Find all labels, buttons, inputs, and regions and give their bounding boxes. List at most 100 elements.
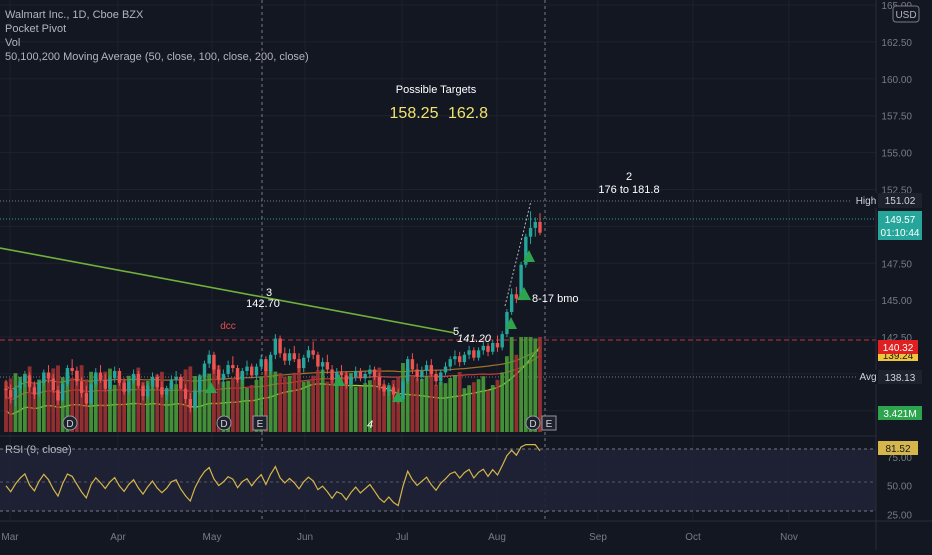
volume-bar	[320, 369, 325, 432]
volume-bar	[438, 381, 443, 432]
earnings-marker[interactable]: E	[252, 415, 268, 431]
volume-bar	[297, 365, 301, 432]
price-tick-label: 155.00	[881, 149, 912, 160]
candle-body	[472, 350, 476, 358]
indicator-pocket-pivot[interactable]: Pocket Pivot	[5, 23, 67, 35]
candle-body	[231, 365, 235, 369]
avg-label-box	[858, 370, 878, 384]
candle-body	[353, 370, 358, 377]
candle-body	[434, 373, 438, 382]
candle-body	[98, 372, 103, 380]
volume-bar	[405, 368, 410, 432]
price-tick-label: 160.00	[881, 75, 912, 86]
wave-4-label[interactable]: 4	[367, 419, 373, 431]
volume-bar	[278, 373, 282, 432]
avg-label: Avg	[859, 372, 876, 383]
dividend-marker[interactable]: D	[62, 415, 78, 431]
volume-bar	[240, 371, 245, 432]
wave-2-label[interactable]: 2	[626, 171, 632, 183]
candle-body	[240, 370, 244, 380]
candle-body	[278, 338, 282, 354]
candle-body	[70, 368, 74, 371]
volume-bar	[486, 390, 490, 432]
candle-body	[212, 354, 216, 370]
volume-bar	[174, 384, 179, 432]
wave-2-range[interactable]: 176 to 181.8	[598, 184, 659, 196]
wave-3-price[interactable]: 142.70	[246, 298, 280, 310]
target-2[interactable]: 162.8	[448, 105, 488, 122]
volume-bar	[523, 337, 528, 432]
pivot-arrow	[392, 391, 404, 402]
candle-body	[524, 236, 528, 265]
event-marker-label: E	[546, 419, 553, 430]
candle-body	[349, 376, 353, 385]
candle-body	[467, 350, 471, 355]
volume-bar	[490, 385, 495, 432]
volume-bar	[443, 383, 448, 432]
volume-bar	[8, 378, 13, 432]
trendline[interactable]	[0, 247, 456, 334]
targets-title[interactable]: Possible Targets	[396, 84, 477, 96]
currency-label[interactable]: USD	[895, 10, 916, 21]
candle-body	[136, 373, 141, 386]
volume-bar	[254, 379, 259, 432]
earnings-marker[interactable]: E	[541, 415, 557, 431]
volume-bar	[212, 364, 216, 432]
dcc-label[interactable]: dcc	[220, 321, 236, 332]
volume-bar	[292, 372, 297, 432]
indicator-volume[interactable]: Vol	[5, 37, 21, 49]
time-tick-label: Nov	[780, 532, 798, 543]
volume-bar	[349, 373, 353, 432]
volume-bar	[344, 371, 349, 432]
volume-bar	[4, 381, 8, 432]
time-tick-label: Jun	[297, 532, 313, 543]
candle-body	[108, 378, 112, 389]
volume-bar	[367, 380, 372, 432]
dividend-marker[interactable]: D	[525, 415, 541, 431]
dividend-marker[interactable]: D	[216, 415, 232, 431]
candle-body	[316, 354, 320, 367]
event-marker-label: E	[257, 419, 264, 430]
volume-bar	[216, 365, 221, 432]
candle-body	[155, 376, 159, 388]
wave-5-price[interactable]: 141.20	[457, 333, 492, 345]
candle-body	[75, 370, 79, 382]
volume-bar	[60, 377, 65, 432]
time-axis[interactable]: Mar Apr May Jun Jul Aug Sep Oct Nov	[0, 520, 932, 543]
wave-5-label[interactable]: 5	[453, 326, 459, 338]
volume-bar	[207, 373, 212, 432]
volume-bar	[259, 376, 264, 432]
symbol-title[interactable]: Walmart Inc., 1D, Cboe BZX	[5, 9, 144, 21]
candle-body	[164, 388, 169, 395]
volume-bar	[471, 382, 476, 432]
wave-3-label[interactable]: 3	[266, 287, 272, 299]
bmo-label[interactable]: 8-17 bmo	[532, 293, 578, 305]
moving-averages	[0, 0, 876, 520]
candle-body	[457, 356, 462, 363]
candle-body	[226, 365, 230, 374]
price-axis[interactable]: 165.00162.50160.00157.50155.00152.50150.…	[851, 0, 932, 550]
volume-bar	[377, 367, 382, 432]
volume-bar	[230, 377, 235, 432]
last-price-value: 149.57	[885, 215, 916, 226]
rsi-pane: RSI (9, close)	[0, 435, 932, 512]
volume-bar	[122, 378, 127, 432]
volume-bar	[514, 354, 519, 432]
target-1[interactable]: 158.25	[390, 105, 439, 122]
indicator-moving-average[interactable]: 50,100,200 Moving Average (50, close, 10…	[5, 51, 309, 63]
volume-bar	[268, 362, 273, 432]
candle-body	[387, 387, 391, 392]
currency-button[interactable]	[892, 5, 920, 23]
candle-body	[94, 372, 98, 385]
rsi-ticks: 75.00 50.00 25.00	[887, 453, 912, 521]
volume-value-box	[878, 406, 922, 420]
volume-bar	[467, 385, 472, 432]
volume-bar	[141, 381, 145, 432]
candle-body	[297, 359, 301, 369]
annotations[interactable]: Possible Targets 158.25 162.8 2 176 to 1…	[220, 84, 659, 431]
candle-body	[42, 372, 46, 383]
candle-body	[538, 221, 542, 233]
